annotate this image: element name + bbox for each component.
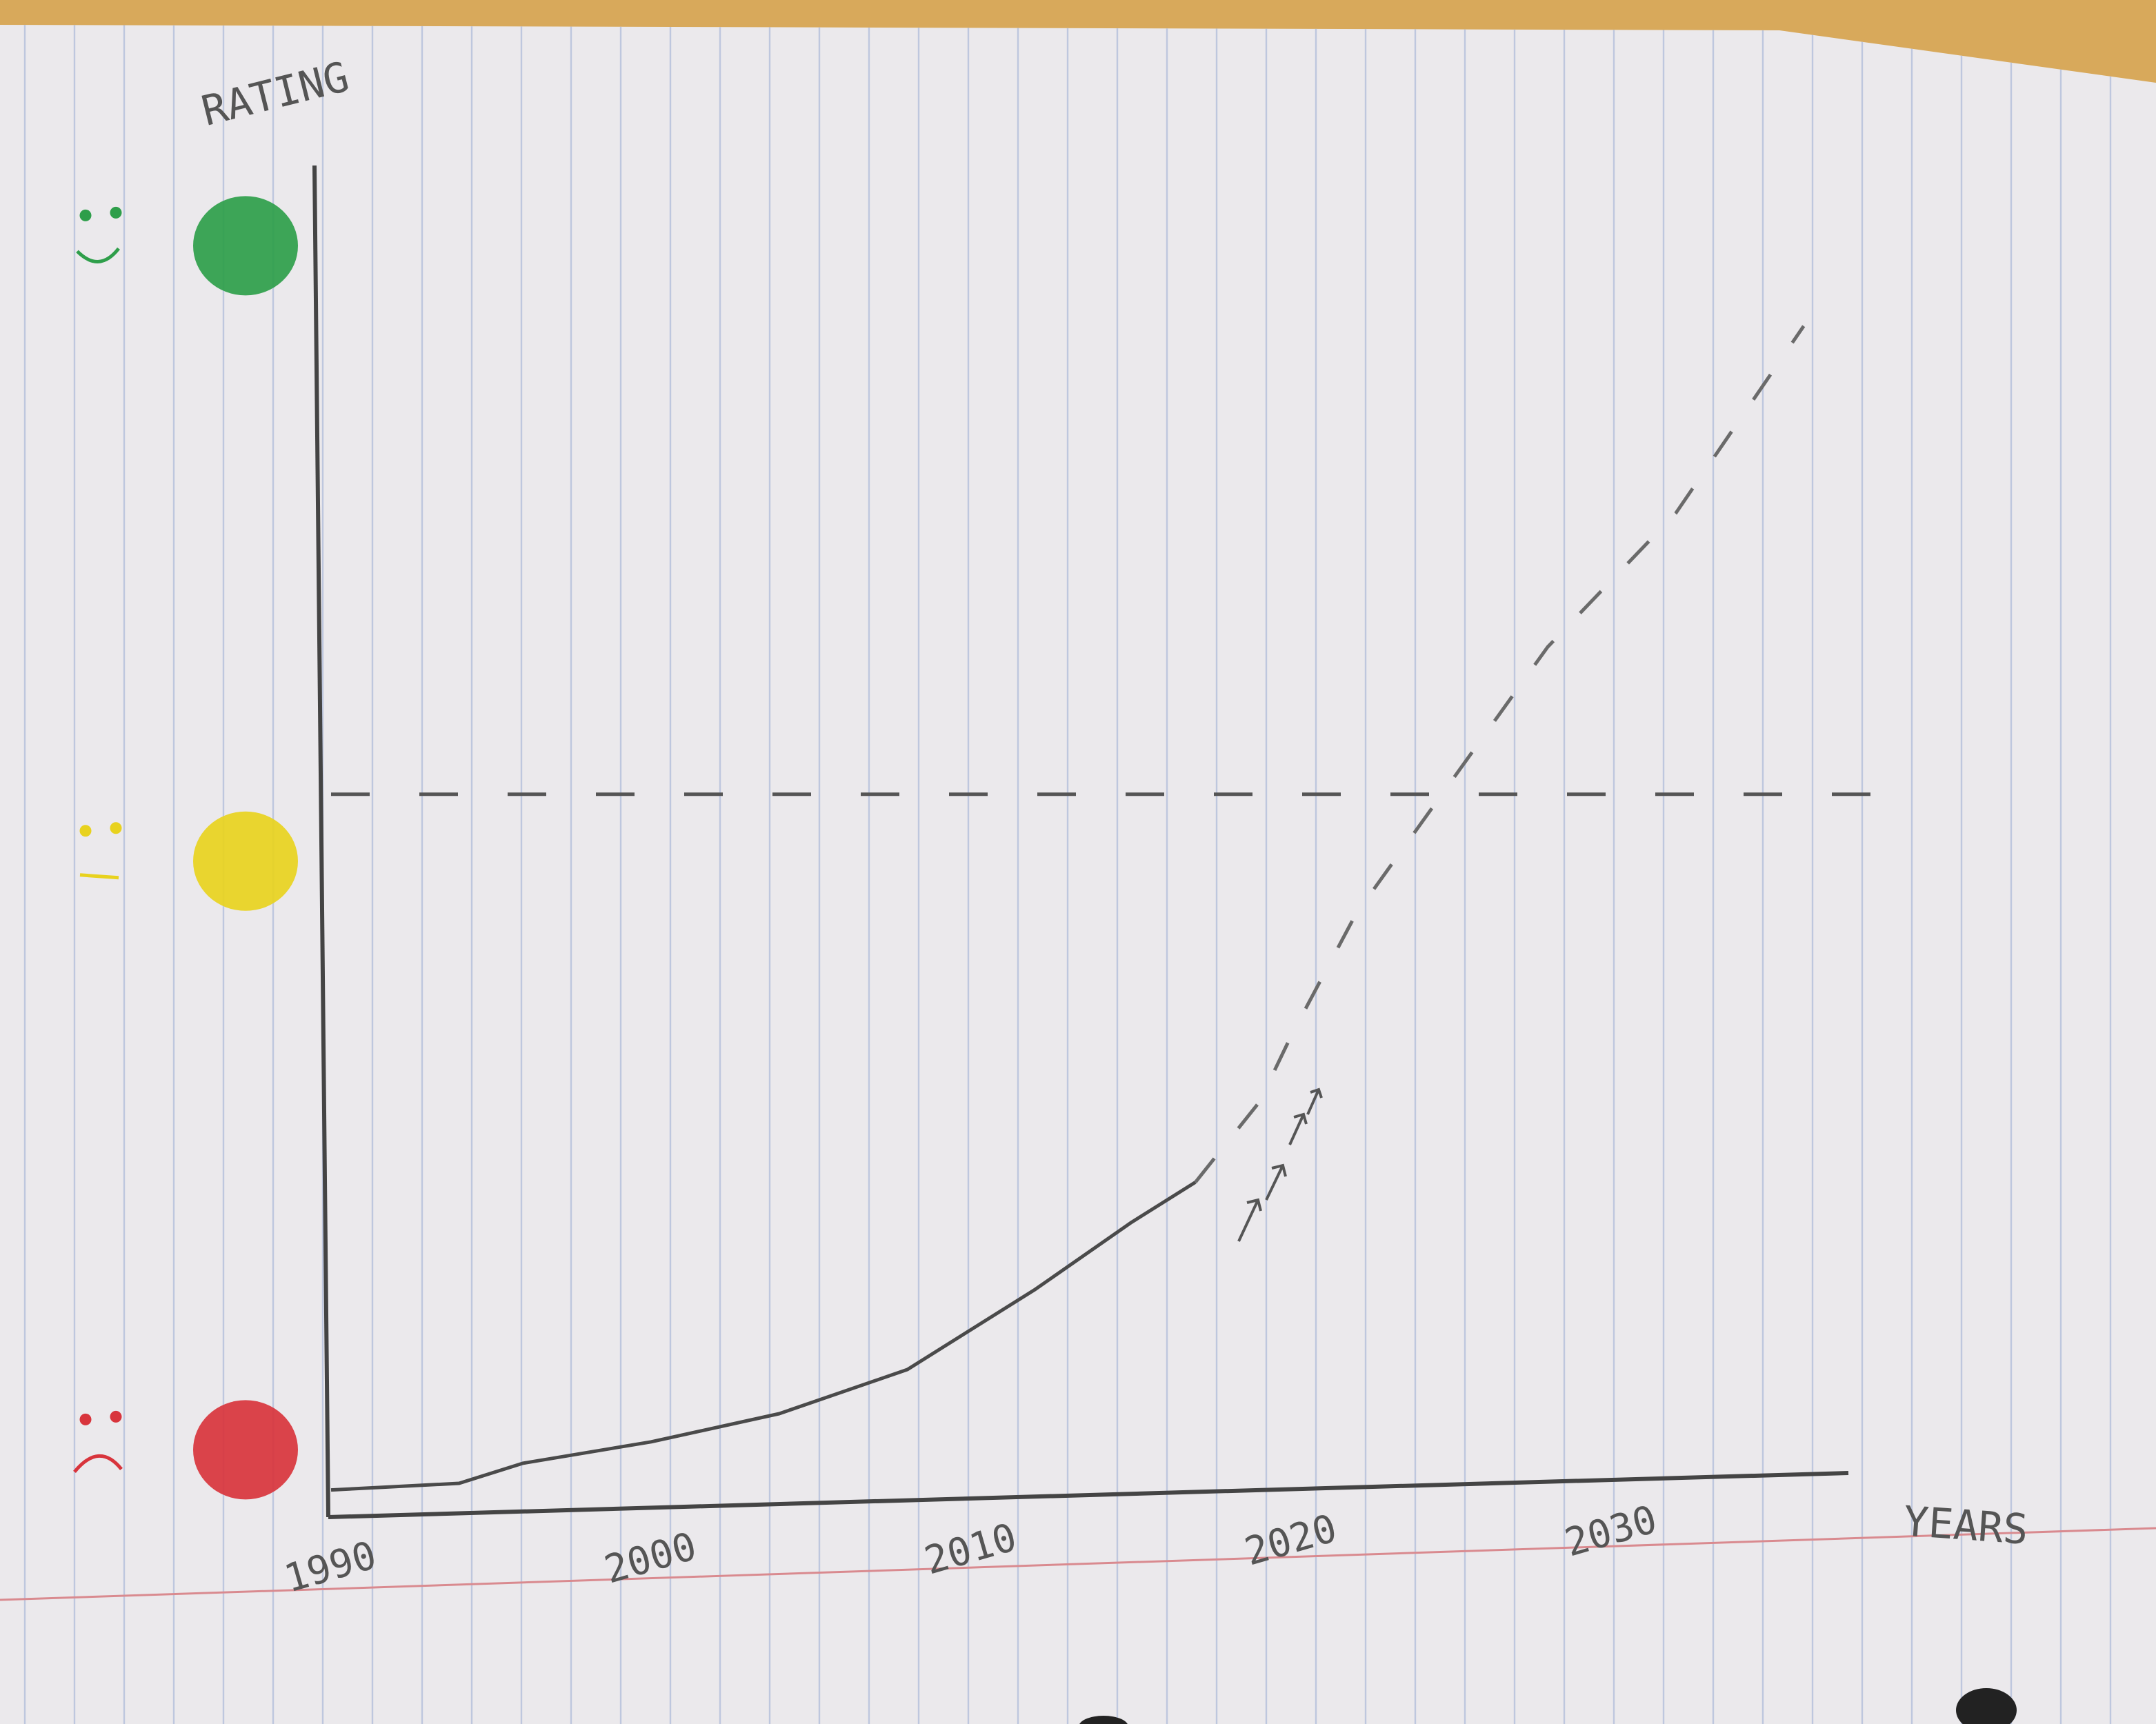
ruled-lines	[0, 25, 2156, 1724]
margin-line	[0, 1527, 2156, 1601]
face-mouth	[76, 247, 120, 263]
rating-level	[193, 811, 298, 911]
face-eye	[110, 1410, 122, 1423]
rating-level	[193, 1400, 298, 1500]
face	[79, 822, 122, 880]
hole	[1079, 1716, 1128, 1724]
face	[73, 1410, 123, 1473]
hole	[1956, 1688, 2017, 1724]
face-eye	[110, 206, 122, 219]
face-eye	[79, 209, 92, 221]
face-eye	[110, 822, 122, 834]
x-axis	[328, 1471, 1849, 1519]
face-mouth	[73, 1454, 123, 1473]
arrows	[1237, 1087, 1323, 1242]
data-line	[330, 1181, 1197, 1492]
rating-level	[193, 196, 298, 296]
face	[76, 206, 122, 263]
x-axis-label: YEARS	[1902, 1497, 2030, 1554]
face-eye	[79, 825, 92, 837]
y-axis	[312, 165, 330, 1518]
face-eye	[79, 1413, 92, 1425]
face-mouth	[79, 873, 119, 880]
